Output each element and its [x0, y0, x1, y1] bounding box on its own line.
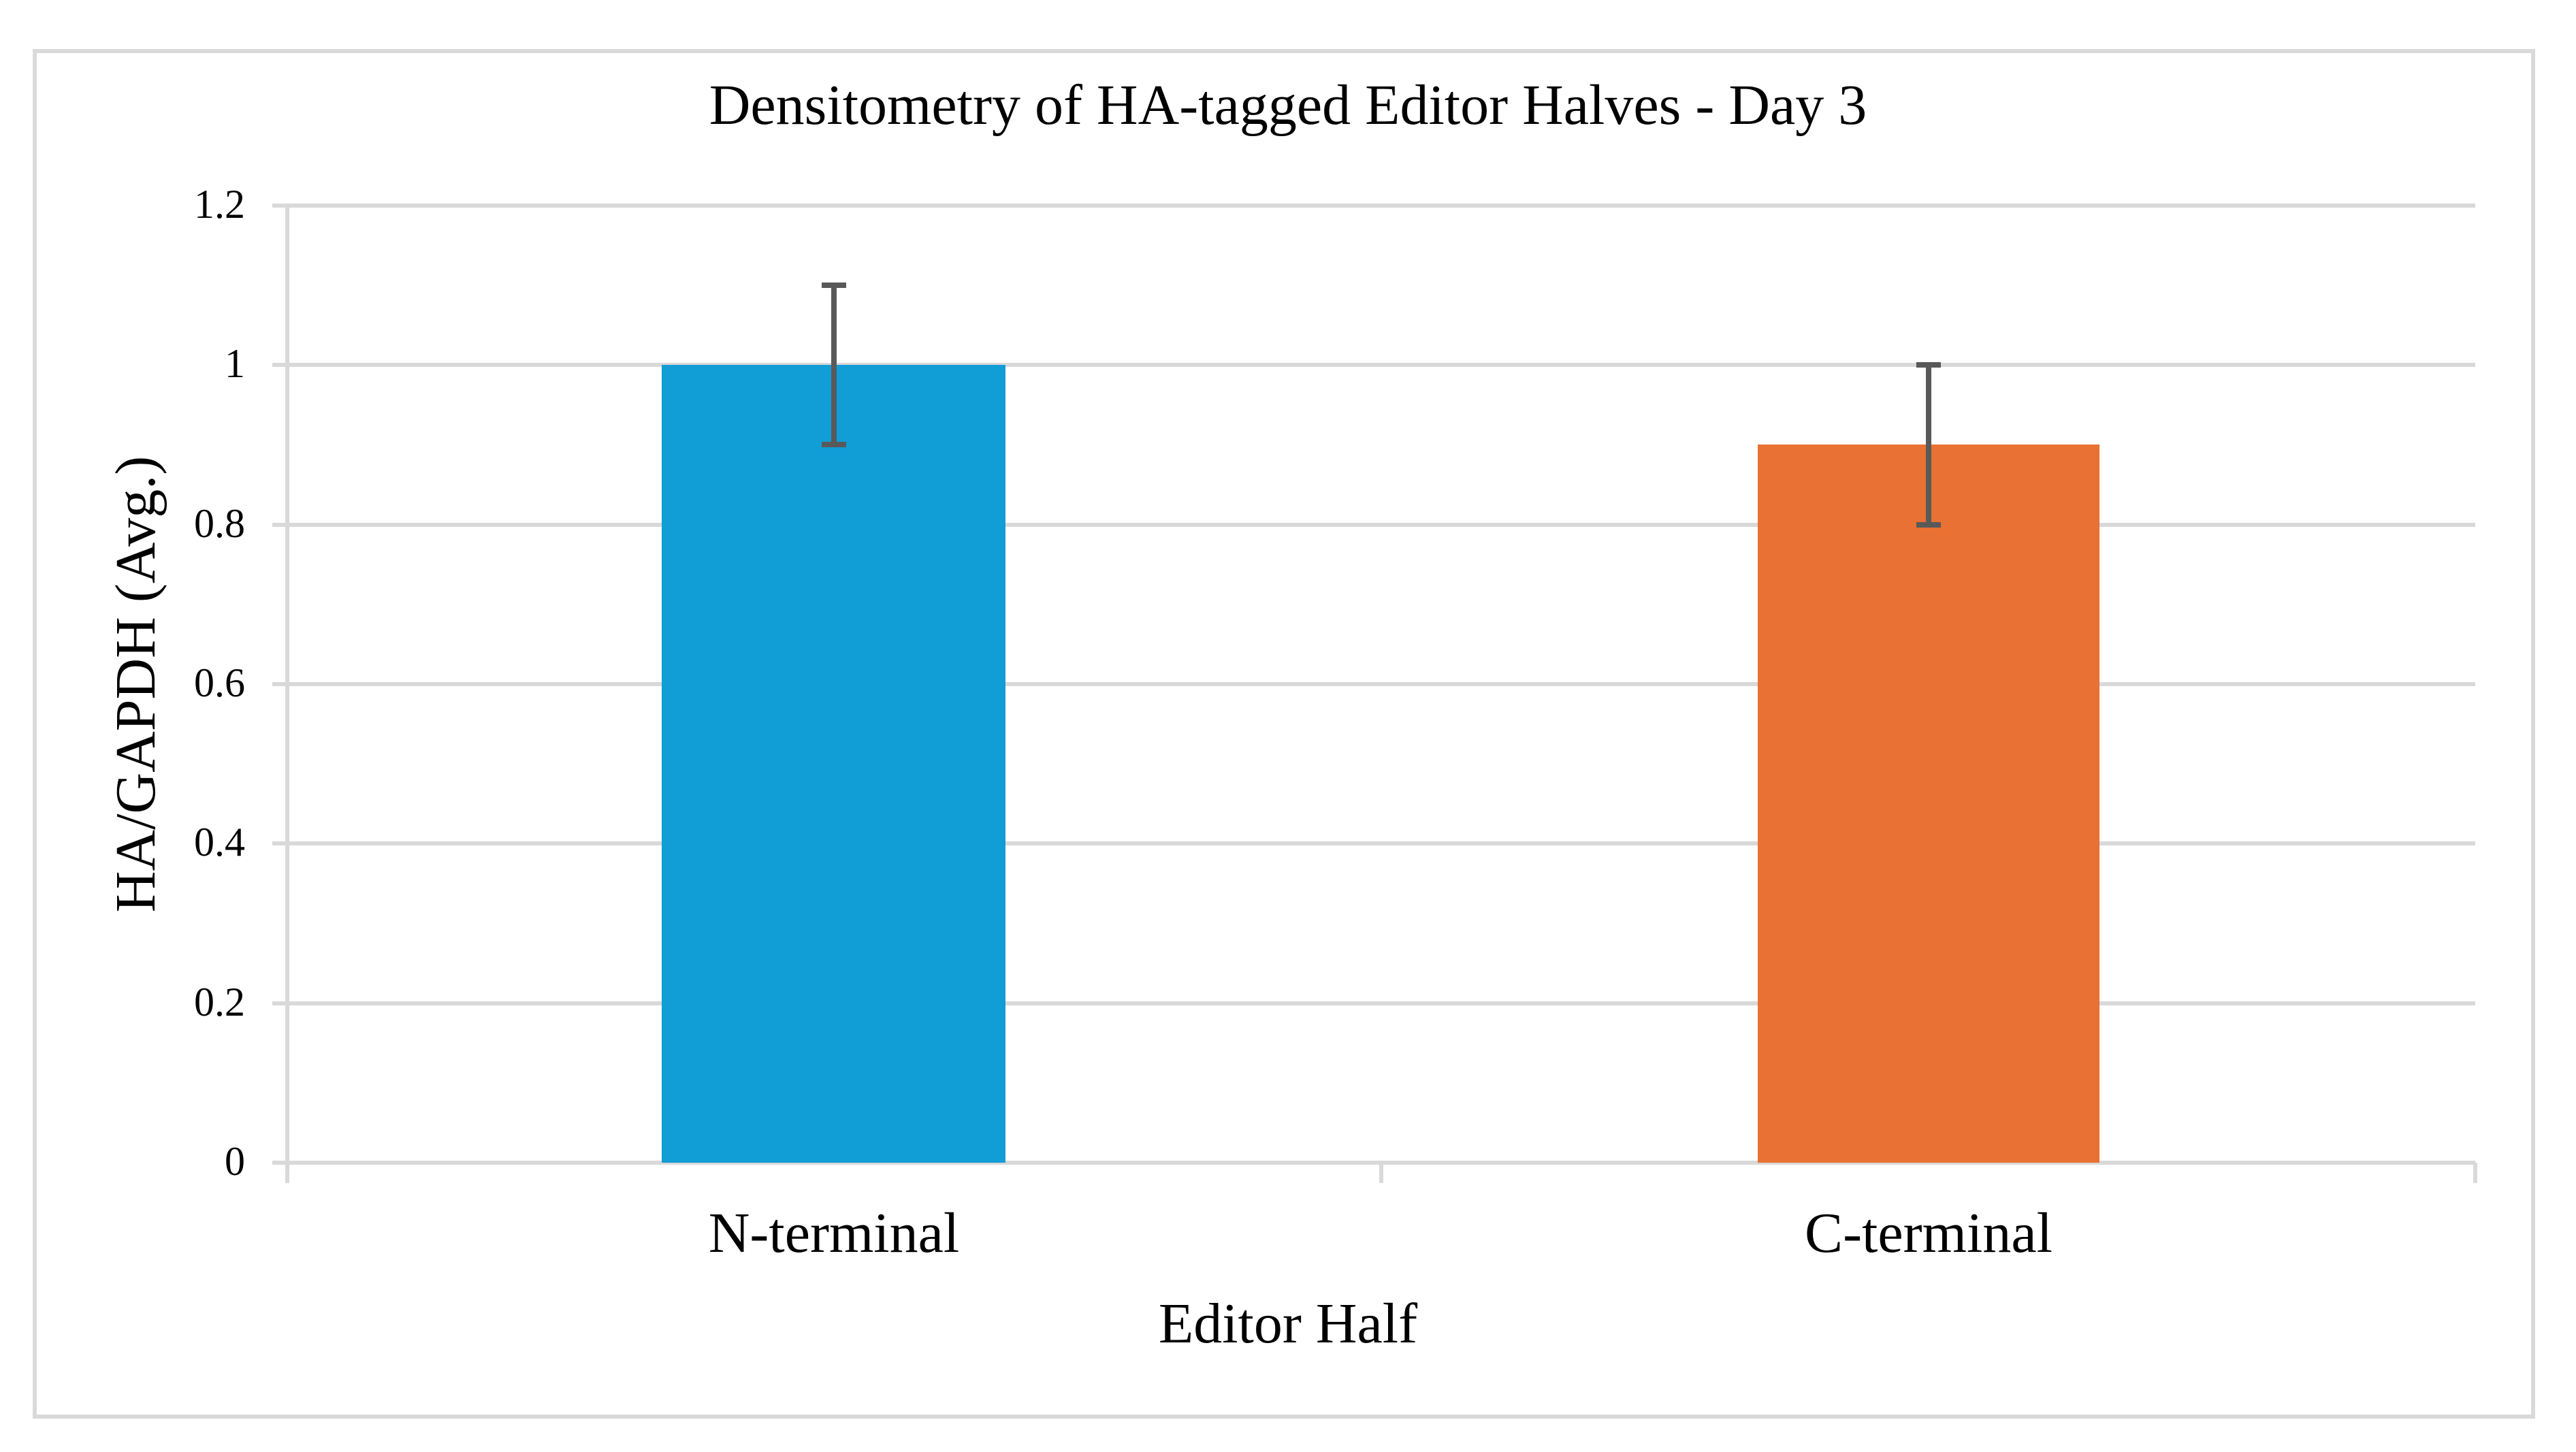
plot-area: N-terminal C-terminal [272, 204, 2477, 1265]
y-tick-label: 0.2 [194, 980, 245, 1025]
y-tick-label: 1.2 [194, 182, 245, 227]
x-tick-mark [1379, 1163, 1383, 1183]
error-cap-upper [1916, 362, 1941, 368]
y-tick-label: 0.8 [194, 501, 245, 546]
chart-frame [33, 49, 2535, 1419]
error-bar-n-terminal [831, 285, 837, 445]
y-tick-label: 0.6 [194, 660, 245, 705]
gridline-0.4 [287, 841, 2475, 845]
chart-title: Densitometry of HA-tagged Editor Halves … [709, 74, 1867, 137]
gridline-1 [287, 363, 2475, 367]
y-tick-mark [272, 363, 287, 367]
y-tick-label: 1 [225, 341, 245, 386]
y-tick-mark [272, 1001, 287, 1005]
x-tick-label-c-terminal: C-terminal [1805, 1201, 2052, 1265]
bar-n-terminal [662, 365, 1005, 1163]
y-tick-label: 0.4 [194, 820, 245, 865]
error-cap-upper [822, 283, 846, 288]
x-axis-title: Editor Half [1158, 1292, 1418, 1355]
error-bar-c-terminal [1926, 365, 1931, 525]
y-tick-label: 0 [225, 1139, 245, 1184]
x-tick-mark [285, 1163, 289, 1183]
gridline-1.2 [287, 204, 2475, 208]
error-cap-lower [822, 442, 846, 447]
error-cap-lower [1916, 522, 1941, 528]
y-tick-mark [272, 523, 287, 527]
y-tick-mark [272, 1161, 287, 1165]
bar-c-terminal [1758, 445, 2099, 1163]
x-tick-label-n-terminal: N-terminal [708, 1201, 960, 1265]
gridline-0.6 [287, 682, 2475, 686]
x-tick-mark [2473, 1163, 2477, 1183]
gridline-0.8 [287, 523, 2475, 527]
y-axis-line [285, 206, 289, 1163]
y-tick-mark [272, 204, 287, 208]
gridline-0.2 [287, 1001, 2475, 1005]
y-tick-mark [272, 841, 287, 845]
y-tick-mark [272, 682, 287, 686]
